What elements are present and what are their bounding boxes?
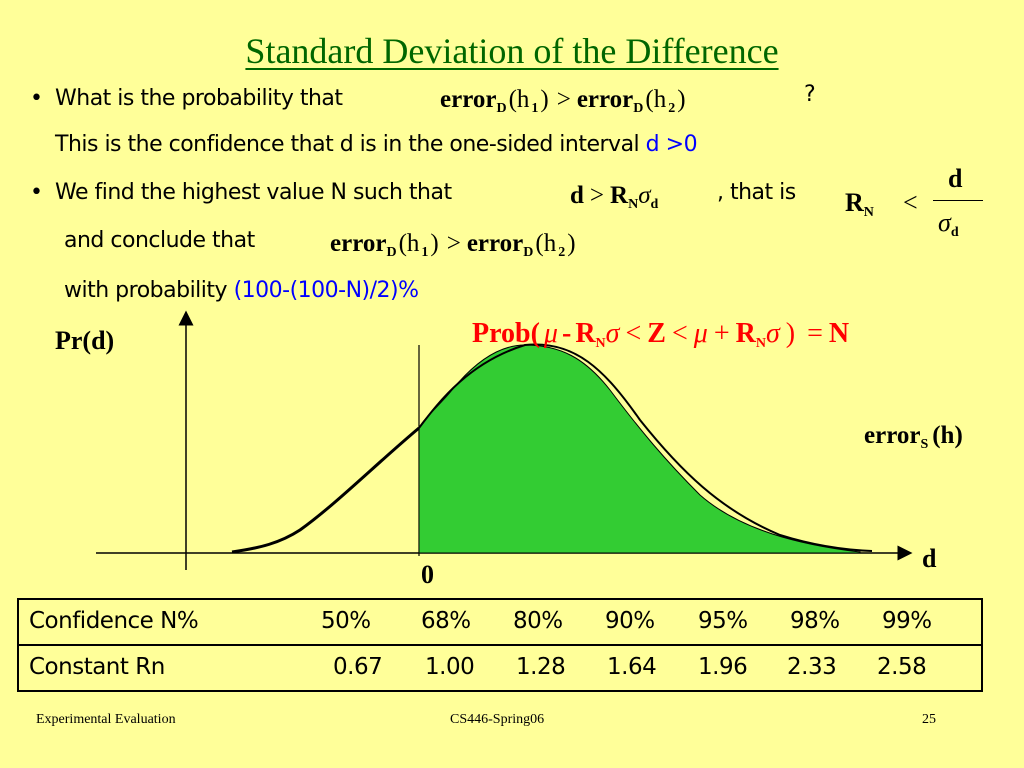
table-cell: Confidence N% 50% 68% 80% 90% 95% 98% 99… <box>17 598 983 646</box>
curve-label-error-s: errorS (h) <box>864 422 963 452</box>
x-axis-label: d <box>922 544 937 573</box>
bullet-dot-1: • <box>30 86 43 111</box>
table-value: 95% <box>698 608 748 634</box>
probability-text: with probability <box>64 278 228 303</box>
probability-highlight: (100-(100-N)/2)% <box>233 278 419 303</box>
probability-fill-region <box>418 344 861 554</box>
table-value: 50% <box>321 608 371 634</box>
distribution-curve-right <box>418 343 873 552</box>
side-fraction-formula: RN < d σd <box>845 164 995 258</box>
footer-page-number: 25 <box>922 712 936 727</box>
bullet-dot-2: • <box>30 180 43 205</box>
y-axis-label: Pr(d) <box>55 326 115 355</box>
formula-error-comparison-1: errorD(h 1) > errorD(h 2) <box>440 86 686 116</box>
table-value: 2.33 <box>787 654 837 680</box>
table-value: 90% <box>605 608 655 634</box>
row-label: Constant Rn <box>29 654 165 680</box>
table-value: 1.00 <box>425 654 475 680</box>
table-row: Confidence N% 50% 68% 80% 90% 95% 98% 99… <box>17 598 983 646</box>
footer-left: Experimental Evaluation <box>36 712 176 727</box>
footer-center: CS446-Spring06 <box>450 712 545 727</box>
slide-title: Standard Deviation of the Difference <box>245 31 779 71</box>
table-value: 1.64 <box>607 654 657 680</box>
table-value: 99% <box>882 608 932 634</box>
conclude-text: and conclude that <box>64 228 255 253</box>
table-value: 98% <box>790 608 840 634</box>
confidence-table: Confidence N% 50% 68% 80% 90% 95% 98% 99… <box>17 598 983 692</box>
distribution-plot <box>96 310 913 570</box>
question-mark: ? <box>804 82 816 107</box>
prob-formula: Prob(μ - RNσ < Z < μ + RNσ) = N <box>472 318 850 351</box>
table-value: 2.58 <box>877 654 927 680</box>
that-is-text: , that is <box>717 180 796 205</box>
formula-error-comparison-2: errorD(h 1) > errorD(h 2) <box>330 230 576 260</box>
bullet-1-line-2: This is the confidence that d is in the … <box>55 132 698 157</box>
bullet-1-text: What is the probability that <box>55 86 343 111</box>
interval-highlight: d >0 <box>645 132 698 157</box>
interval-text: This is the confidence that d is in the … <box>55 132 640 157</box>
probability-line: with probability (100-(100-N)/2)% <box>64 278 419 303</box>
table-value: 1.96 <box>698 654 748 680</box>
table-value: 1.28 <box>516 654 566 680</box>
row-label: Confidence N% <box>29 608 199 634</box>
formula-d-greater-rn-sigma: d > RNσd <box>570 182 659 212</box>
table-value: 80% <box>513 608 563 634</box>
bullet-2-text: We find the highest value N such that <box>55 180 452 205</box>
table-row: Constant Rn 0.67 1.00 1.28 1.64 1.96 2.3… <box>17 644 983 692</box>
table-value: 68% <box>421 608 471 634</box>
table-value: 0.67 <box>333 654 383 680</box>
zero-tick-label: 0 <box>421 560 434 589</box>
distribution-curve-left <box>231 426 420 554</box>
table-cell: Constant Rn 0.67 1.00 1.28 1.64 1.96 2.3… <box>17 644 983 692</box>
